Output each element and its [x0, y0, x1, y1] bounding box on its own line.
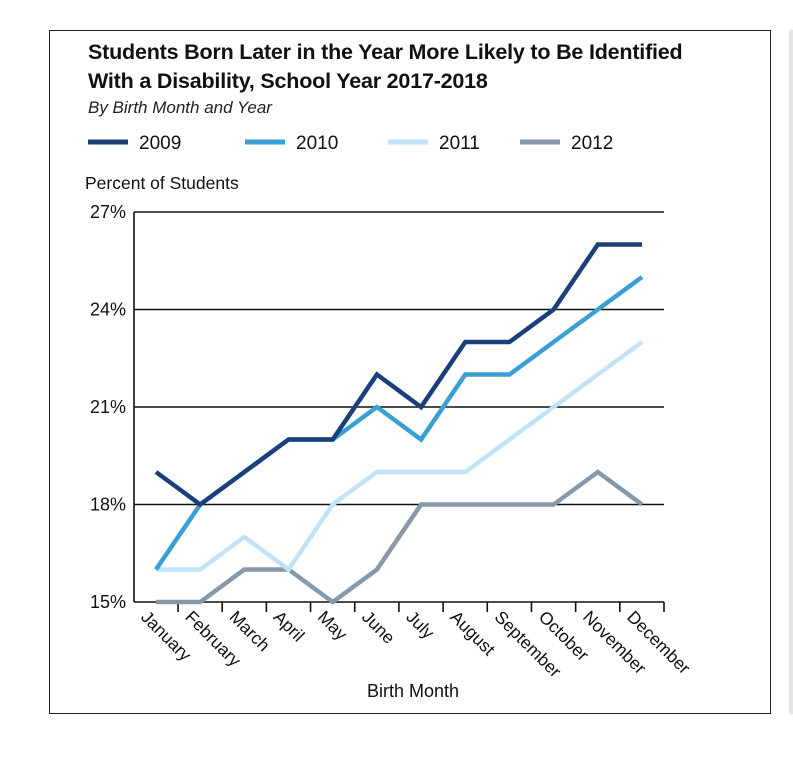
x-tick-label: July [402, 607, 438, 643]
series-lines [154, 242, 644, 605]
legend: 2009 2010 2011 2012 [88, 133, 613, 154]
series-line-2009 [154, 242, 642, 508]
x-tick-label: April [270, 607, 309, 646]
y-tick-label: 24% [90, 300, 126, 320]
x-axis-label: Birth Month [367, 681, 459, 701]
series-line-2010 [154, 275, 644, 571]
x-tick-label: June [358, 607, 399, 648]
chart-subtitle: By Birth Month and Year [88, 98, 272, 117]
chart-frame [49, 30, 771, 714]
legend-label: 2009 [139, 133, 181, 154]
series-line-2012 [156, 469, 644, 605]
legend-label: 2010 [296, 133, 338, 154]
legend-label: 2012 [571, 133, 613, 154]
x-tick-label: May [314, 607, 352, 645]
y-tick-label: 15% [90, 592, 126, 612]
y-axis-ticks: 15% 18% 21% 24% 27% [90, 202, 126, 612]
legend-label: 2011 [439, 133, 480, 154]
y-tick-label: 21% [90, 397, 126, 417]
side-divider [789, 30, 793, 714]
y-axis-label: Percent of Students [85, 173, 239, 193]
series-line-2011 [156, 340, 644, 573]
x-tick-label: August [446, 607, 499, 660]
gridlines [134, 211, 664, 506]
chart-title: Students Born Later in the Year More Lik… [88, 40, 683, 93]
y-tick-label: 18% [90, 495, 126, 515]
y-tick-label: 27% [90, 202, 126, 222]
